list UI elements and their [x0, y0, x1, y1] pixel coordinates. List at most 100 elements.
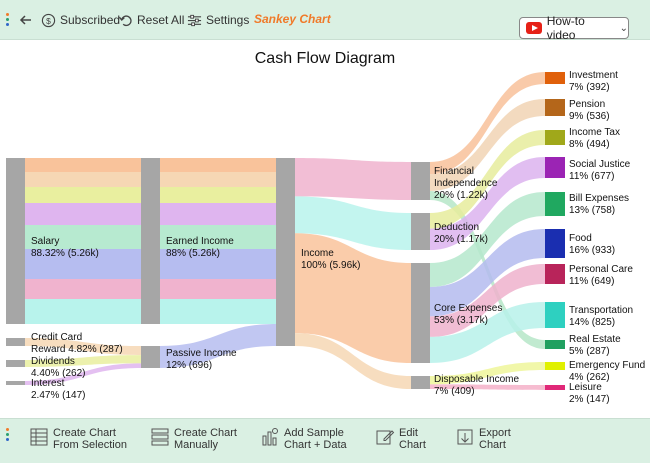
- sankey-link-income-financial: [295, 158, 411, 200]
- sankey-label-emergency: Emergency Fund 4% (262): [569, 360, 645, 383]
- create-manually-line2: Manually: [174, 439, 219, 451]
- subscribed-label: Subscribed: [60, 13, 121, 27]
- reset-all-button[interactable]: Reset All: [117, 11, 184, 29]
- sample-chart-icon: [260, 427, 280, 447]
- edit-icon: [375, 427, 395, 447]
- sankey-node-core[interactable]: [411, 263, 430, 363]
- export-chart-button[interactable]: Export Chart: [455, 427, 511, 451]
- sankey-link-disposable-leisure: [430, 384, 545, 390]
- sankey-label-pension: Pension 9% (536): [569, 99, 610, 122]
- sankey-label-salary: Salary 88.32% (5.26k): [31, 236, 99, 259]
- sankey-node-bills[interactable]: [545, 192, 565, 216]
- sankey-label-food: Food 16% (933): [569, 233, 615, 256]
- drag-handle-icon[interactable]: [6, 428, 9, 443]
- sankey-link-interest-passive: [25, 363, 141, 385]
- sankey-node-social[interactable]: [545, 157, 565, 178]
- sankey-link-core-bills: [430, 192, 545, 287]
- edit-chart-line2: Chart: [399, 439, 426, 451]
- sankey-label-credit: Credit Card Reward 4.82% (287): [31, 332, 123, 355]
- sankey-flow-band-salary-6: [25, 279, 141, 299]
- sankey-node-emergency[interactable]: [545, 362, 565, 370]
- svg-text:$: $: [46, 15, 51, 25]
- sankey-node-transport[interactable]: [545, 302, 565, 328]
- bottom-toolbar: Create Chart From Selection Create Chart M…: [0, 418, 650, 463]
- sankey-node-passive[interactable]: [141, 346, 160, 368]
- sankey-label-deduction: Deduction 20% (1.17k): [434, 222, 488, 245]
- sankey-label-dividends: Dividends 4.40% (262): [31, 356, 85, 379]
- reset-all-label: Reset All: [137, 13, 185, 27]
- sankey-node-incometax[interactable]: [545, 130, 565, 145]
- sankey-flow-band-earned-4: [160, 225, 276, 249]
- add-sample-line1: Add Sample: [284, 427, 344, 439]
- dollar-circle-icon: $: [40, 12, 56, 28]
- sankey-label-core: Core Expenses 53% (3.17k): [434, 303, 502, 326]
- sankey-flow-band-earned-3: [160, 203, 276, 225]
- sankey-node-pension[interactable]: [545, 99, 565, 116]
- sankey-flow-band-earned-0: [160, 158, 276, 172]
- sankey-flow-band-earned-5: [160, 249, 276, 279]
- sankey-chart: Salary 88.32% (5.26k) Credit Card Reward 4.…: [6, 70, 645, 405]
- create-manually-button[interactable]: Create Chart Manually: [150, 427, 237, 451]
- sankey-node-income[interactable]: [276, 158, 295, 346]
- sankey-label-incometax: Income Tax 8% (494): [569, 127, 620, 150]
- drag-handle-icon[interactable]: [6, 13, 9, 28]
- add-sample-button[interactable]: Add Sample Chart + Data: [260, 427, 347, 451]
- sankey-label-earned: Earned Income 88% (5.26k): [166, 236, 234, 259]
- sankey-label-passive: Passive Income 12% (696): [166, 348, 237, 371]
- sankey-flow-band-earned-2: [160, 187, 276, 203]
- create-from-selection-line2: From Selection: [53, 439, 127, 451]
- chevron-down-icon: ⌄: [619, 22, 628, 34]
- sankey-node-interest[interactable]: [6, 381, 25, 385]
- sankey-node-disposable[interactable]: [411, 376, 430, 389]
- sankey-label-financial: Financial Independence 20% (1.22k): [434, 166, 498, 201]
- back-button[interactable]: [18, 11, 38, 29]
- sankey-node-deduction[interactable]: [411, 213, 430, 250]
- create-manually-line1: Create Chart: [174, 427, 237, 439]
- sankey-node-credit[interactable]: [6, 338, 25, 346]
- export-chart-line1: Export: [479, 427, 511, 439]
- sankey-node-realestate[interactable]: [545, 340, 565, 349]
- sankey-label-personal: Personal Care 11% (649): [569, 264, 633, 287]
- sankey-flow-band-salary-2: [25, 187, 141, 203]
- sankey-link-income-disposable: [295, 333, 411, 389]
- sankey-link-core-food: [430, 229, 545, 317]
- table-icon: [29, 427, 49, 447]
- sankey-node-financial[interactable]: [411, 162, 430, 200]
- sankey-node-salary[interactable]: [6, 158, 25, 324]
- sankey-label-investment: Investment 7% (392): [569, 70, 618, 93]
- sankey-flow-band-salary-7: [25, 299, 141, 324]
- subscribed-button[interactable]: $ Subscribed: [40, 11, 120, 29]
- sankey-node-investment[interactable]: [545, 72, 565, 84]
- sankey-node-leisure[interactable]: [545, 385, 565, 390]
- sankey-flow-band-salary-3: [25, 203, 141, 225]
- settings-button[interactable]: Settings: [186, 11, 249, 29]
- sankey-link-financial-pension: [430, 99, 545, 192]
- sankey-link-passive-income: [160, 324, 276, 368]
- sankey-node-personal[interactable]: [545, 264, 565, 284]
- sankey-link-credit-passive: [25, 338, 141, 356]
- export-icon: [455, 427, 475, 447]
- how-to-video-dropdown[interactable]: How-to video ⌄: [519, 14, 629, 42]
- sankey-label-realestate: Real Estate 5% (287): [569, 334, 621, 357]
- sankey-node-earned[interactable]: [141, 158, 160, 324]
- sliders-icon: [186, 12, 202, 28]
- sankey-flow-band-earned-6: [160, 279, 276, 299]
- sankey-node-food[interactable]: [545, 229, 565, 258]
- undo-icon: [117, 12, 133, 28]
- sankey-label-disposable: Disposable Income 7% (409): [434, 374, 519, 397]
- youtube-icon: [526, 22, 542, 34]
- sankey-flow-band-salary-1: [25, 172, 141, 187]
- edit-chart-button[interactable]: Edit Chart: [375, 427, 426, 451]
- sankey-node-dividends[interactable]: [6, 360, 25, 367]
- chart-title: Cash Flow Diagram: [254, 50, 396, 67]
- sankey-flow-band-salary-0: [25, 158, 141, 172]
- sankey-flow-band-earned-1: [160, 172, 276, 187]
- export-chart-line2: Chart: [479, 439, 506, 451]
- sankey-link-dividends-passive: [25, 355, 141, 367]
- top-toolbar: $ Subscribed Reset All Settings Sankey C…: [0, 0, 650, 42]
- settings-label: Settings: [206, 13, 250, 27]
- create-from-selection-button[interactable]: Create Chart From Selection: [29, 427, 127, 451]
- sankey-label-transport: Transportation 14% (825): [569, 305, 633, 328]
- sankey-link-disposable-emergency: [430, 362, 545, 385]
- sankey-link-income-deduction: [295, 196, 411, 250]
